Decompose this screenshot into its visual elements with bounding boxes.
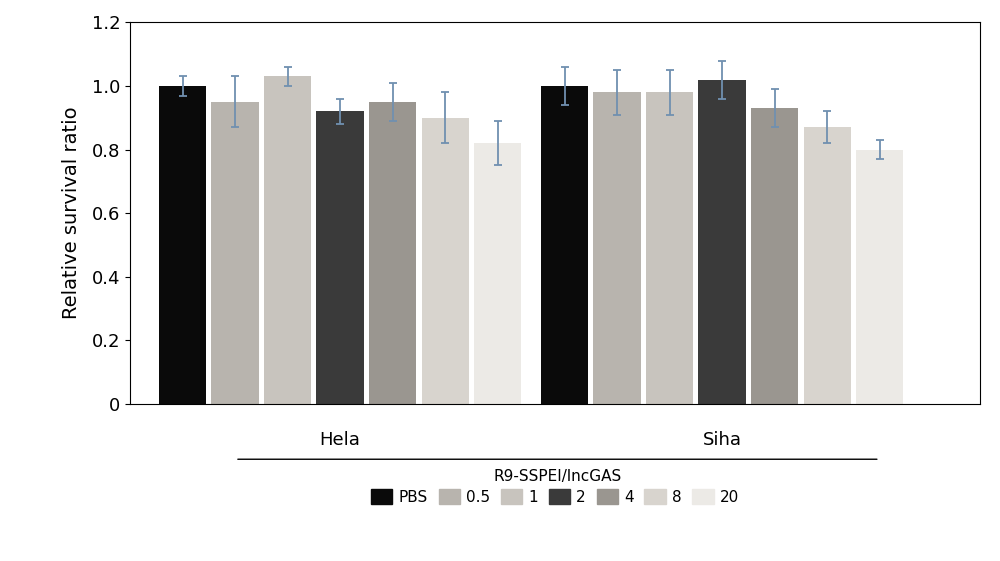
Bar bbox=[211, 102, 259, 404]
Bar bbox=[422, 118, 469, 404]
Bar bbox=[646, 93, 693, 404]
Text: R9-SSPEI/lncGAS: R9-SSPEI/lncGAS bbox=[493, 469, 622, 484]
Bar bbox=[264, 76, 311, 404]
Text: Hela: Hela bbox=[320, 431, 361, 449]
Bar bbox=[369, 102, 416, 404]
Bar bbox=[751, 108, 798, 404]
Bar bbox=[856, 150, 903, 404]
Bar bbox=[474, 143, 521, 404]
Bar bbox=[316, 112, 364, 404]
Text: Siha: Siha bbox=[703, 431, 742, 449]
Bar bbox=[804, 127, 851, 404]
Bar bbox=[698, 80, 746, 404]
Bar bbox=[541, 86, 588, 404]
Bar bbox=[593, 93, 641, 404]
Bar bbox=[159, 86, 206, 404]
Y-axis label: Relative survival ratio: Relative survival ratio bbox=[62, 107, 81, 320]
Legend: PBS, 0.5, 1, 2, 4, 8, 20: PBS, 0.5, 1, 2, 4, 8, 20 bbox=[365, 483, 745, 511]
